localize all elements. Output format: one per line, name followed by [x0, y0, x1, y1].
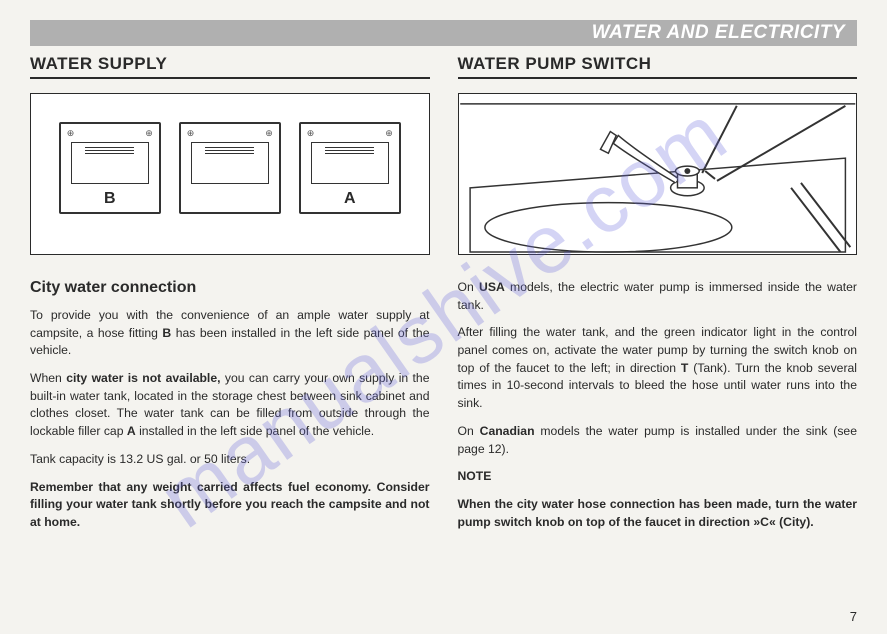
panel-middle: [179, 122, 281, 214]
right-p2: After filling the water tank, and the gr…: [458, 324, 858, 412]
section-title-left: WATER SUPPLY: [30, 54, 430, 79]
left-p4: Remember that any weight carried affects…: [30, 479, 430, 532]
illustration-faucet: [458, 93, 858, 255]
panel-a: A: [299, 122, 401, 214]
panel-b: B: [59, 122, 161, 214]
illustration-panels: B A: [30, 93, 430, 255]
section-title-right: WATER PUMP SWITCH: [458, 54, 858, 79]
panel-a-label: A: [344, 190, 356, 208]
header-bar: WATER AND ELECTRICITY: [30, 20, 857, 46]
page-number: 7: [850, 609, 857, 624]
right-p1: On USA models, the electric water pump i…: [458, 279, 858, 314]
left-p3: Tank capacity is 13.2 US gal. or 50 lite…: [30, 451, 430, 469]
right-p3: On Canadian models the water pump is ins…: [458, 423, 858, 458]
sub-heading-city-water: City water connection: [30, 279, 430, 297]
left-p1: To provide you with the convenience of a…: [30, 307, 430, 360]
note-text: When the city water hose connection has …: [458, 496, 858, 531]
header-title: WATER AND ELECTRICITY: [592, 22, 845, 44]
content-columns: WATER SUPPLY B A City water connection T…: [30, 54, 857, 542]
left-p2: When city water is not available, you ca…: [30, 370, 430, 441]
right-column: WATER PUMP SWITCH On USA models, the: [458, 54, 858, 542]
note-label: NOTE: [458, 468, 858, 486]
left-column: WATER SUPPLY B A City water connection T…: [30, 54, 430, 542]
panel-b-label: B: [104, 190, 116, 208]
